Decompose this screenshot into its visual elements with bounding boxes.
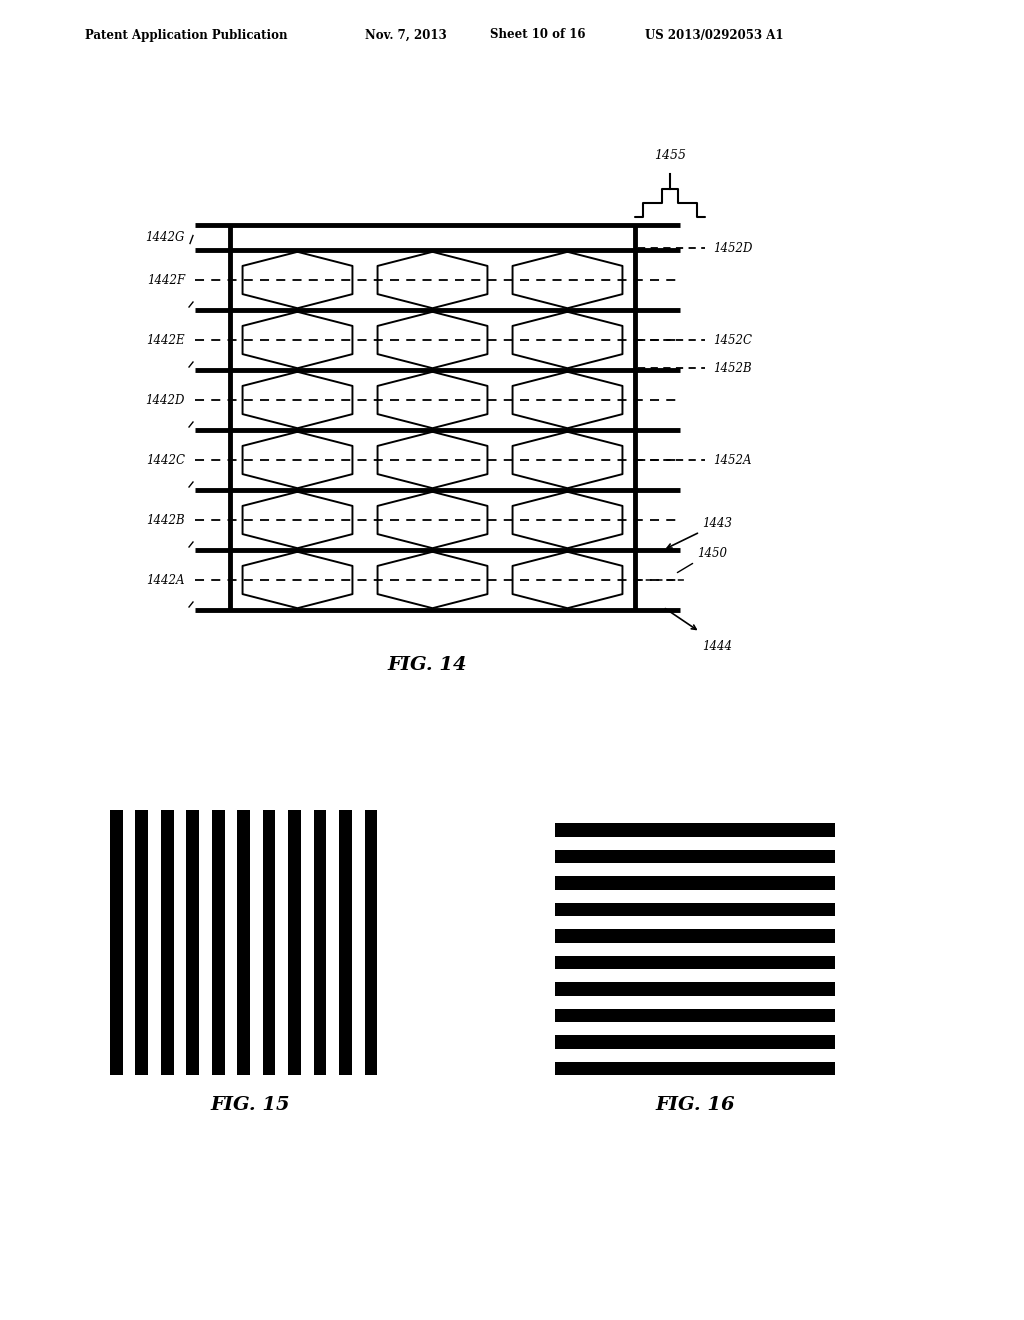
Text: 1442E: 1442E <box>146 334 185 347</box>
Bar <box>555 982 835 995</box>
Bar <box>555 956 835 969</box>
Text: 1442F: 1442F <box>146 273 185 286</box>
Bar <box>212 810 224 1074</box>
Bar <box>365 810 377 1074</box>
Bar <box>555 1061 835 1074</box>
Text: 1450: 1450 <box>697 546 727 560</box>
Text: 1452A: 1452A <box>713 454 752 466</box>
Text: 1442B: 1442B <box>146 513 185 527</box>
Bar <box>110 810 390 1074</box>
Text: FIG. 14: FIG. 14 <box>388 656 467 675</box>
Bar <box>555 810 835 1074</box>
Bar <box>555 1008 835 1022</box>
Text: Sheet 10 of 16: Sheet 10 of 16 <box>490 29 586 41</box>
Bar <box>555 903 835 916</box>
Text: US 2013/0292053 A1: US 2013/0292053 A1 <box>645 29 783 41</box>
Bar <box>238 810 250 1074</box>
Text: 1443: 1443 <box>702 517 732 531</box>
Bar <box>263 810 275 1074</box>
Text: 1442G: 1442G <box>145 231 185 244</box>
Text: 1442A: 1442A <box>146 573 185 586</box>
Bar <box>555 876 835 890</box>
Bar <box>339 810 352 1074</box>
Bar <box>313 810 327 1074</box>
Text: Nov. 7, 2013: Nov. 7, 2013 <box>365 29 446 41</box>
Bar <box>555 1035 835 1048</box>
Text: Patent Application Publication: Patent Application Publication <box>85 29 288 41</box>
Text: 1452D: 1452D <box>713 242 753 255</box>
Text: 1442C: 1442C <box>146 454 185 466</box>
Bar <box>555 850 835 863</box>
Bar <box>110 810 123 1074</box>
Text: 1452C: 1452C <box>713 334 752 347</box>
Bar <box>161 810 174 1074</box>
Bar <box>135 810 148 1074</box>
Text: FIG. 15: FIG. 15 <box>210 1096 290 1114</box>
Bar <box>555 929 835 942</box>
Bar <box>186 810 199 1074</box>
Bar <box>555 824 835 837</box>
Text: 1452B: 1452B <box>713 362 752 375</box>
Bar <box>288 810 301 1074</box>
Text: 1442D: 1442D <box>145 393 185 407</box>
Text: 1455: 1455 <box>654 149 686 162</box>
Text: FIG. 16: FIG. 16 <box>655 1096 735 1114</box>
Text: 1444: 1444 <box>702 640 732 653</box>
